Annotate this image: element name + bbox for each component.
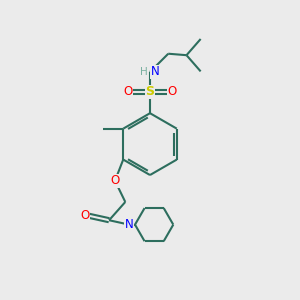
Text: N: N: [125, 218, 134, 231]
Text: O: O: [167, 85, 177, 98]
Text: S: S: [146, 85, 154, 98]
Text: O: O: [110, 174, 120, 187]
Text: N: N: [151, 65, 159, 79]
Text: O: O: [81, 209, 90, 222]
Text: H: H: [140, 67, 147, 77]
Text: O: O: [123, 85, 133, 98]
